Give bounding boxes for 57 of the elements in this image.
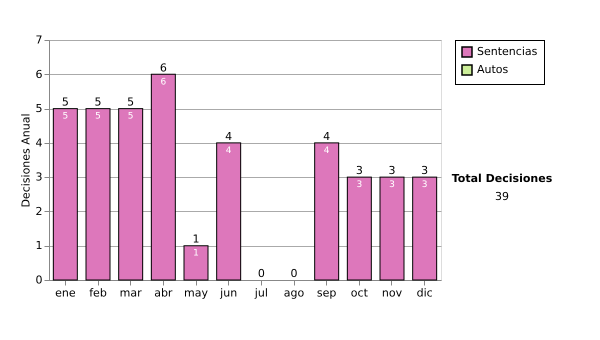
data-label: 1 <box>193 248 199 259</box>
data-label: 5 <box>62 112 68 122</box>
data-label: 3 <box>389 180 395 190</box>
data-label: 4 <box>226 146 232 156</box>
y-tick-label: 0 <box>36 274 42 286</box>
total-label: 3 <box>356 164 363 178</box>
bar <box>86 108 110 280</box>
data-label: 3 <box>422 180 428 190</box>
total-label: 4 <box>225 130 232 143</box>
total-label: 5 <box>94 96 102 109</box>
x-tick-label: jul <box>254 286 268 300</box>
bar <box>380 176 404 280</box>
bar <box>52 108 78 280</box>
x-tick-label: sep <box>316 286 336 300</box>
legend-label: Autos <box>477 63 509 76</box>
total-label: 0 <box>258 267 265 280</box>
bar <box>150 74 176 280</box>
data-label: 5 <box>128 112 134 122</box>
total-label: 4 <box>323 130 330 143</box>
x-tick-label: oct <box>350 286 369 300</box>
x-tick-label: ene <box>55 286 76 300</box>
text: 39 <box>495 190 509 203</box>
y-tick-label: 6 <box>36 68 42 81</box>
total-label: 6 <box>160 61 167 74</box>
bar <box>216 142 242 280</box>
y-axis-title: Decisiones Anual <box>20 113 32 208</box>
x-tick-label: mar <box>120 286 142 300</box>
x-tick-label: may <box>184 286 208 300</box>
y-tick-label: 5 <box>36 102 42 116</box>
data-label: 6 <box>160 77 166 88</box>
x-tick-label: ago <box>284 286 304 300</box>
x-tick-label: jun <box>219 286 238 300</box>
total-label: 5 <box>62 96 69 109</box>
bar <box>184 245 208 280</box>
y-tick-label: 3 <box>36 170 42 184</box>
y-tick-label: 2 <box>36 204 42 218</box>
data-label: 3 <box>356 180 362 190</box>
x-tick-label: feb <box>89 286 107 300</box>
bar <box>118 108 144 280</box>
total-label: 3 <box>388 164 396 178</box>
x-tick-label: nov <box>382 286 403 300</box>
total-label: 3 <box>421 164 428 178</box>
legend-label: Sentencias <box>477 45 538 58</box>
bar <box>314 142 340 280</box>
y-tick-label: 1 <box>36 239 42 252</box>
y-tick-label: 4 <box>36 136 42 150</box>
data-label: 5 <box>95 112 101 122</box>
data-label: 4 <box>324 146 330 156</box>
text: Total Decisiones <box>452 172 553 185</box>
total-label: 1 <box>192 232 200 246</box>
total-label: 5 <box>127 96 134 109</box>
x-tick-label: dic <box>416 286 433 300</box>
total-label: 0 <box>290 267 298 280</box>
bar <box>346 176 372 280</box>
bar <box>412 176 438 280</box>
y-tick-label: 7 <box>36 34 42 46</box>
x-tick-label: abr <box>154 286 173 300</box>
